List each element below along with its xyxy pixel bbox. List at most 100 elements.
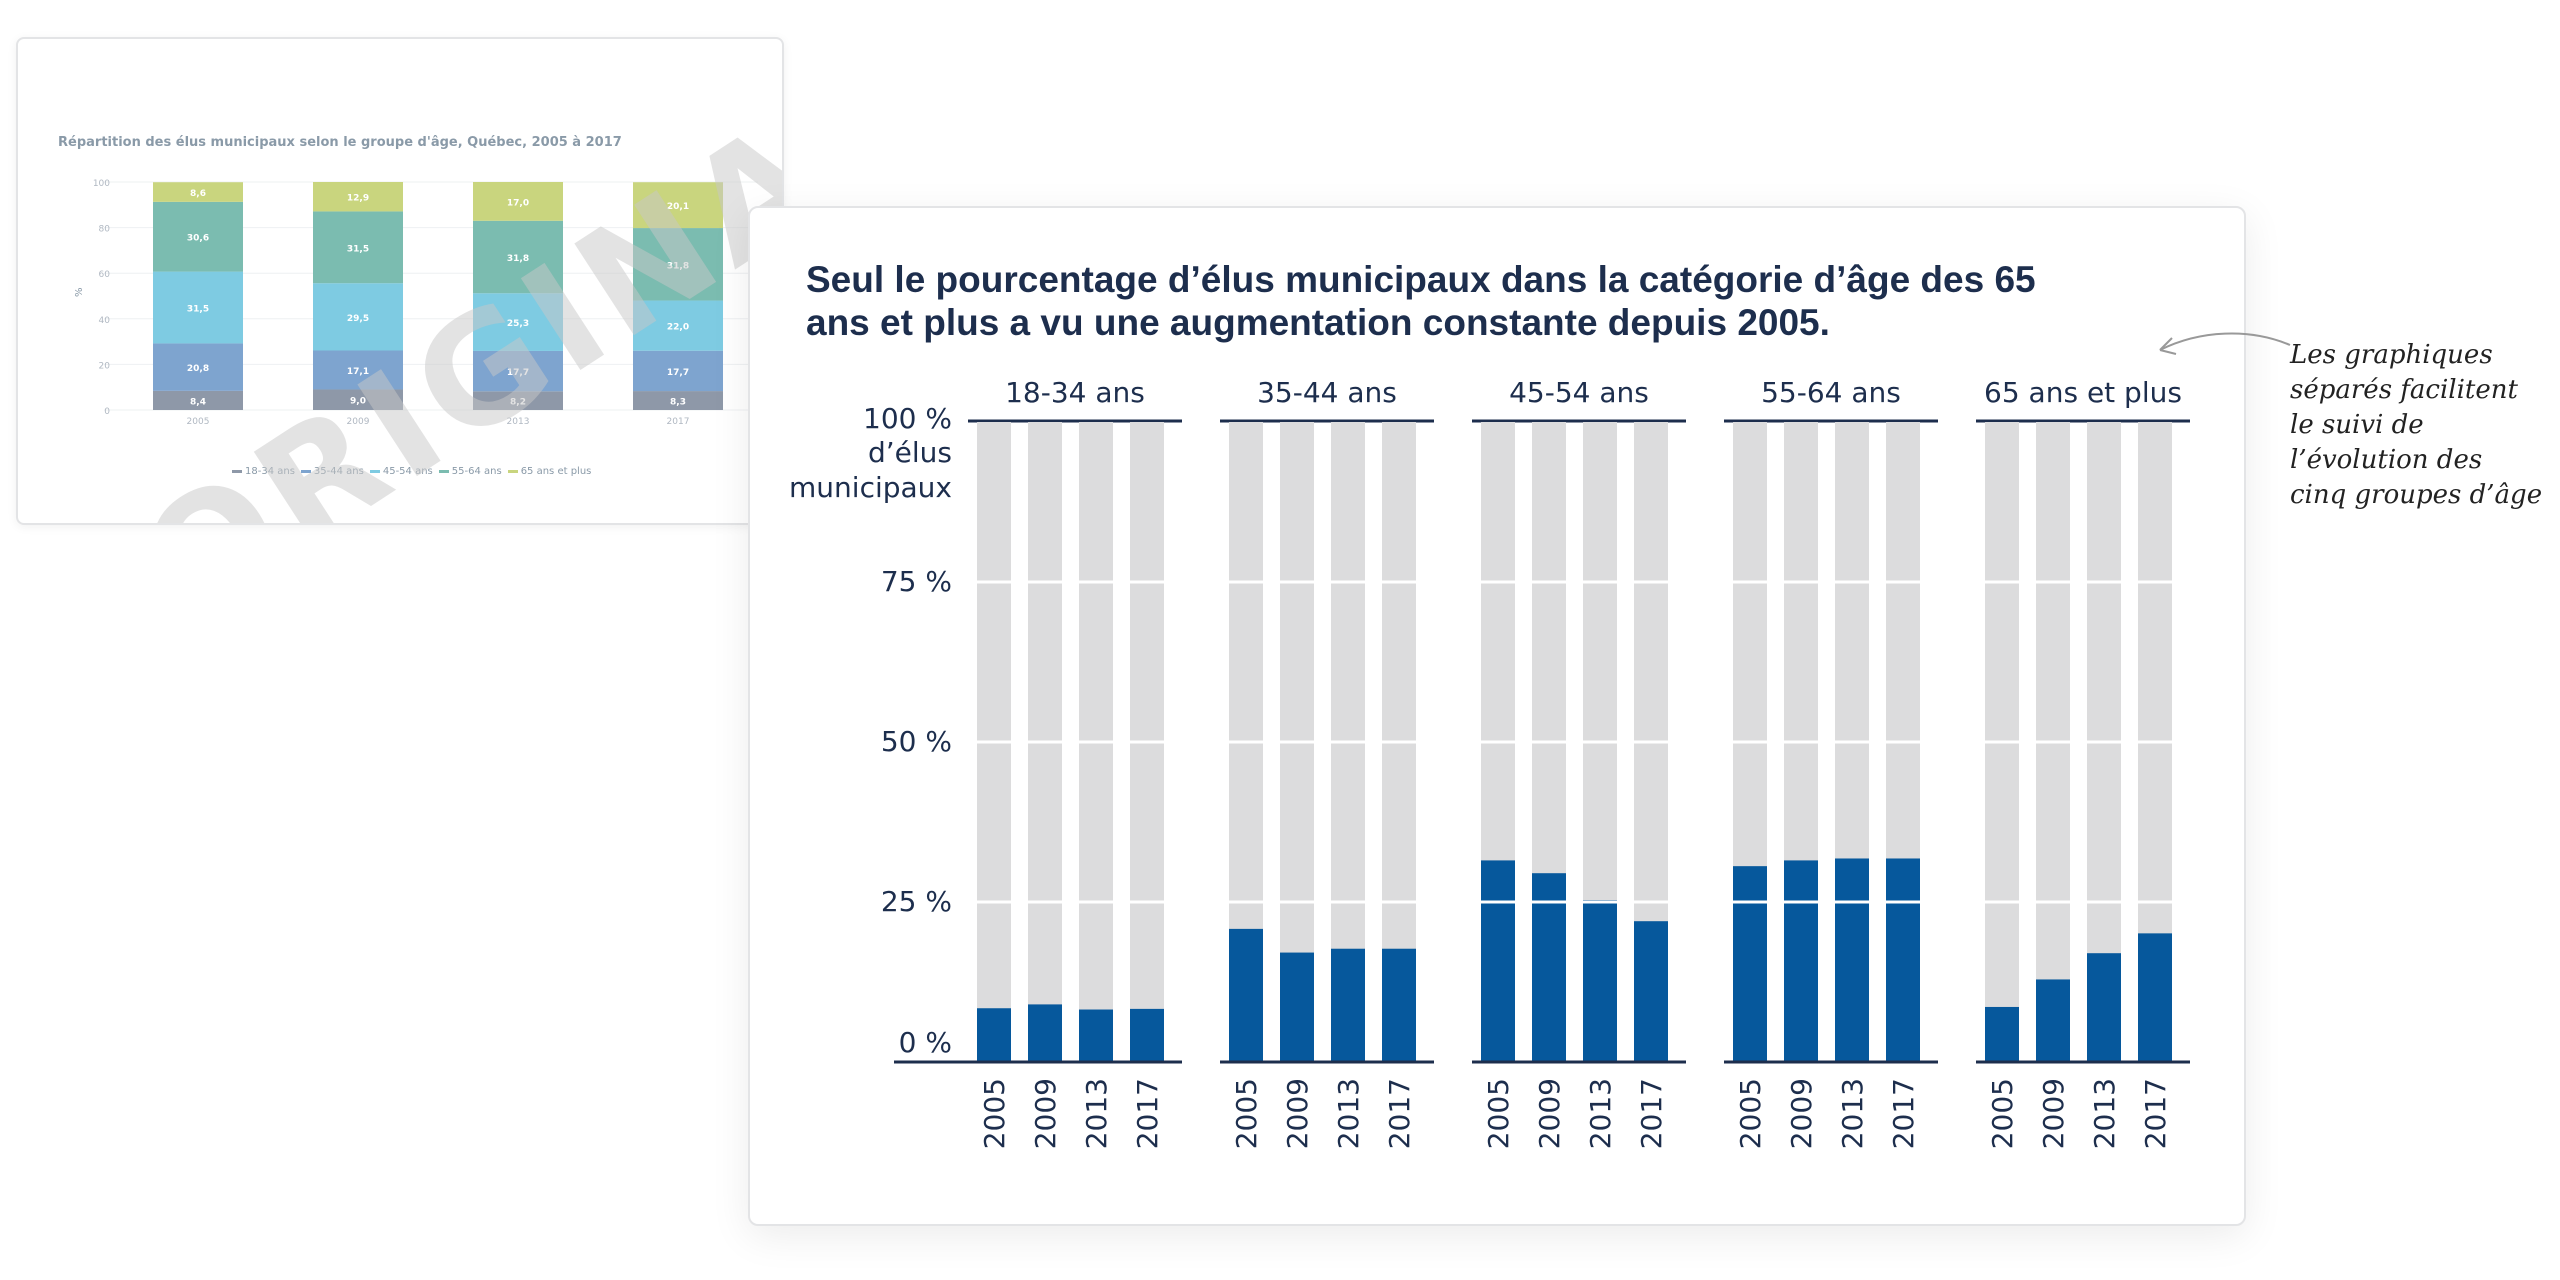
legend-swatch-icon (369, 469, 380, 473)
original-segment-label: 8,2 (510, 398, 526, 408)
y-tick-label: 100 % (863, 402, 952, 435)
original-y-tick: 20 (99, 361, 111, 371)
data-bar (1382, 948, 1416, 1062)
year-label: 2013 (1836, 1078, 1869, 1149)
original-legend-item: 65 ans et plus (507, 466, 591, 477)
data-bar (977, 1008, 1011, 1062)
original-stack-segment (473, 391, 563, 410)
original-stack-segment (153, 182, 243, 202)
annotation-line: séparés facilitent (2290, 375, 2518, 405)
original-segment-label: 20,8 (187, 364, 209, 374)
panel-label: 55-64 ans (1761, 376, 1901, 409)
original-x-tick: 2013 (507, 417, 530, 427)
original-legend-item: 18-34 ans (232, 466, 295, 477)
data-bar (1784, 860, 1818, 1062)
original-segment-label: 17,0 (507, 198, 529, 208)
year-label: 2005 (978, 1078, 1011, 1149)
original-segment-label: 31,8 (507, 254, 529, 264)
original-legend-item: 55-64 ans (438, 466, 502, 477)
year-label: 2009 (1785, 1078, 1818, 1149)
data-bar (1886, 858, 1920, 1062)
original-segment-label: 12,9 (347, 194, 369, 204)
original-stack-segment (473, 182, 563, 221)
y-tick-label: 0 % (899, 1026, 952, 1059)
original-segment-label: 17,7 (507, 368, 529, 378)
annotation-arrow-icon (2159, 332, 2291, 355)
year-label: 2009 (1281, 1078, 1314, 1149)
original-segment-label: 8,3 (670, 398, 686, 408)
original-stack-segment (313, 389, 403, 410)
original-segment-label: 8,6 (190, 189, 206, 199)
data-bar (2036, 979, 2070, 1062)
annotation-line: le suivi de (2290, 410, 2424, 440)
year-label: 2005 (1482, 1078, 1515, 1149)
original-stack-segment (473, 350, 563, 392)
y-tick-label: 50 % (881, 725, 952, 758)
year-label: 2013 (1080, 1078, 1113, 1149)
original-y-label: % (74, 287, 85, 297)
y-axis-unit-line2: municipaux (789, 471, 952, 504)
original-y-tick: 40 (99, 316, 111, 326)
main-chart-title: Seul le pourcentage d’élus municipaux da… (806, 259, 2036, 343)
original-stack-segment (473, 220, 563, 294)
original-stack-segment (153, 201, 243, 272)
data-bar (1079, 1009, 1113, 1062)
year-label: 2005 (1230, 1078, 1263, 1149)
panel-label: 45-54 ans (1509, 376, 1649, 409)
original-segment-label: 29,5 (347, 314, 369, 324)
y-axis-unit-line1: d’élus (868, 436, 952, 469)
original-stack-segment (313, 211, 403, 284)
original-segment-label: 17,1 (347, 367, 369, 377)
original-segment-label: 22,0 (667, 323, 689, 333)
original-stacked-chart: 0 20 40 60 80 100% 8,4 20,8 31,5 30,6 8,6 2005 9,0 17… (74, 179, 758, 427)
legend-swatch-icon (438, 469, 449, 473)
year-label: 2013 (1584, 1078, 1617, 1149)
original-segment-label: 30,6 (187, 234, 209, 244)
original-segment-label: 31,8 (667, 261, 689, 271)
year-label: 2013 (1332, 1078, 1365, 1149)
data-bar (1481, 860, 1515, 1062)
original-x-tick: 2005 (187, 417, 210, 427)
original-stack-segment (633, 300, 723, 351)
data-bar (1229, 928, 1263, 1062)
panel-label: 35-44 ans (1257, 376, 1397, 409)
original-legend-item: 45-54 ans (369, 466, 433, 477)
year-label: 2009 (1533, 1078, 1566, 1149)
original-segment-label: 31,5 (187, 305, 209, 315)
original-chart-title: Répartition des élus municipaux selon le… (58, 135, 622, 150)
y-tick-label: 25 % (881, 885, 952, 918)
y-tick-label: 75 % (881, 565, 952, 598)
original-stack-segment (153, 343, 243, 391)
year-label: 2017 (1635, 1078, 1668, 1149)
original-segment-label: 31,5 (347, 244, 369, 254)
year-label: 2009 (2037, 1078, 2070, 1149)
data-bar (1583, 900, 1617, 1062)
original-stack-segment (473, 293, 563, 351)
original-y-tick: 100 (93, 179, 110, 189)
data-bar (1532, 873, 1566, 1062)
original-segment-label: 9,0 (350, 397, 366, 407)
data-bar (1028, 1004, 1062, 1062)
legend-swatch-icon (300, 469, 311, 473)
original-segment-label: 20,1 (667, 202, 689, 212)
original-stack-segment (633, 182, 723, 229)
data-bar (2087, 953, 2121, 1062)
original-legend: 18-34 ans 35-44 ans 45-54 ans 55-64 ans 65 a… (232, 466, 597, 477)
original-segment-label: 25,3 (507, 319, 529, 329)
original-stack-segment (313, 350, 403, 390)
original-x-tick: 2017 (667, 417, 690, 427)
original-stack-segment (633, 350, 723, 392)
annotation-line: cinq groupes d’âge (2290, 480, 2543, 510)
original-stack-segment (633, 228, 723, 301)
data-bar (1733, 866, 1767, 1062)
original-stack-segment (153, 271, 243, 344)
original-chart-card: 0 20 40 60 80 100% 8,4 20,8 31,5 30,6 8,6 2005 9,0 17… (16, 37, 784, 525)
data-bar (1985, 1006, 2019, 1062)
original-legend-item: 35-44 ans (300, 466, 364, 477)
data-bar (1331, 948, 1365, 1062)
year-label: 2005 (1986, 1078, 2019, 1149)
panel-label: 65 ans et plus (1984, 376, 2182, 409)
year-label: 2009 (1029, 1078, 1062, 1149)
year-label: 2017 (1887, 1078, 1920, 1149)
